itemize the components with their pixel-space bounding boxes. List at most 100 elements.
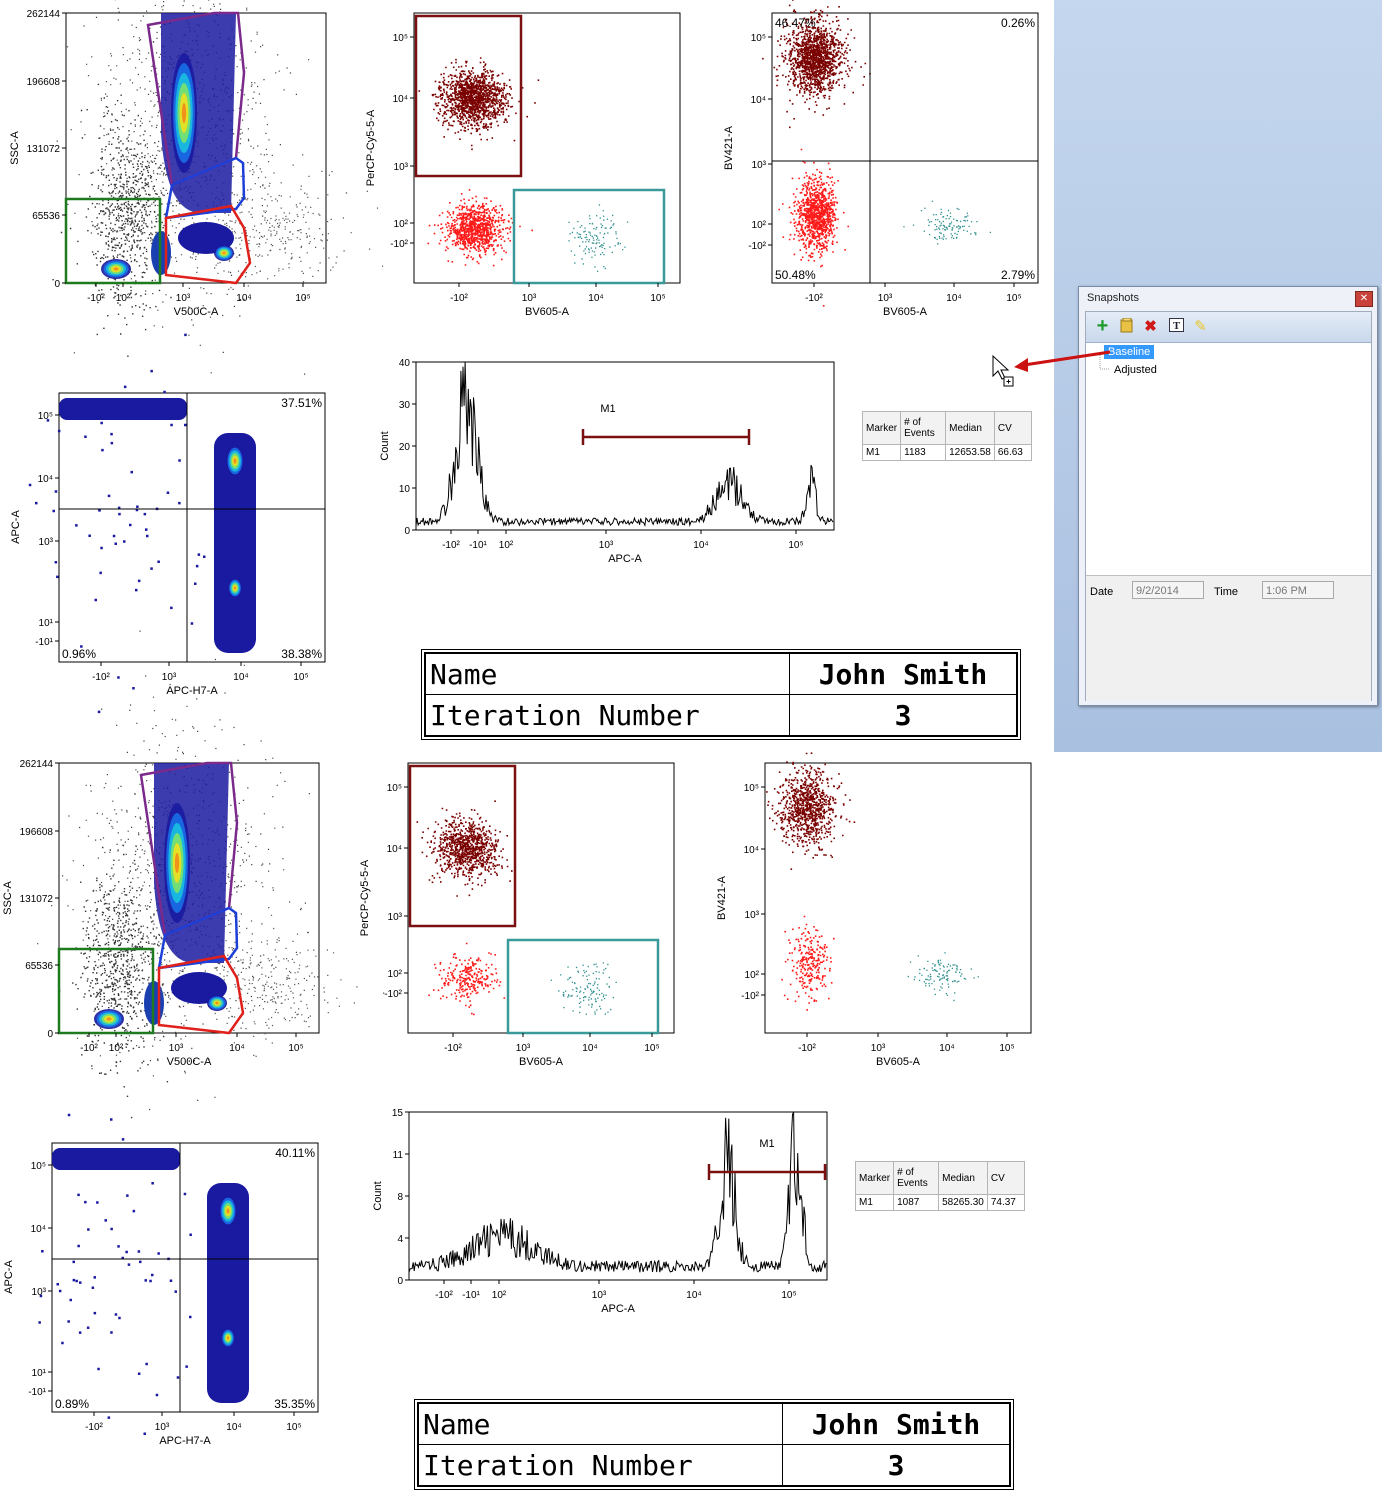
y-tick-label: 10¹ xyxy=(39,618,54,629)
y-tick-label: -10² xyxy=(748,241,766,252)
x-tick-label: 10⁵ xyxy=(644,1043,659,1054)
population xyxy=(214,433,256,653)
time-label: Time xyxy=(1214,586,1239,598)
time-field[interactable]: 1:06 PM xyxy=(1262,581,1334,599)
x-tick-label: -10² xyxy=(798,1043,816,1054)
gate-red xyxy=(164,204,252,285)
quadrant-lr: 35.35% xyxy=(274,1397,315,1411)
data-points xyxy=(766,752,856,870)
x-tick-label: -10² xyxy=(80,1043,98,1054)
stat-header: CV xyxy=(986,1161,1025,1195)
add-icon[interactable]: + xyxy=(1096,315,1109,337)
y-axis-label: SSC-A xyxy=(9,131,21,165)
iteration-label: Iteration Number xyxy=(417,1444,783,1487)
y-tick-label: 10² xyxy=(745,970,760,981)
snapshot-item-adjusted[interactable]: Adjusted xyxy=(1114,364,1157,376)
x-tick-label: 10⁵ xyxy=(1006,293,1021,304)
rename-icon[interactable]: T xyxy=(1168,318,1185,335)
x-tick-label: 10³ xyxy=(522,293,537,304)
quadrant-ll: 0.89% xyxy=(55,1397,89,1411)
x-tick-label: 10⁴ xyxy=(582,1043,597,1054)
y-tick-label: 20 xyxy=(399,442,411,453)
data-points xyxy=(550,962,617,1015)
scatter-points xyxy=(52,0,384,375)
y-tick-label: 40 xyxy=(399,358,411,369)
x-tick-label: -10² xyxy=(85,1422,103,1433)
delete-icon[interactable]: ✖ xyxy=(1144,318,1157,335)
stat-header: Marker xyxy=(861,411,902,445)
x-tick-label: 10⁵ xyxy=(293,672,308,683)
snapshot-details: Date 9/2/2014 Time 1:06 PM xyxy=(1086,575,1371,701)
folder-icon[interactable] xyxy=(1118,317,1135,335)
x-tick-label: 10⁴ xyxy=(233,672,248,683)
y-tick-label: 0 xyxy=(404,526,410,537)
snapshot-tree: Baseline Adjusted xyxy=(1086,343,1371,575)
scatter-points xyxy=(416,800,617,1016)
y-tick-label: 10⁴ xyxy=(387,844,402,855)
stat-cell: 1087 xyxy=(893,1194,940,1211)
close-icon[interactable]: ✕ xyxy=(1355,291,1373,307)
x-tick-label: 10⁴ xyxy=(226,1422,241,1433)
iteration-value: 3 xyxy=(782,1444,1011,1487)
name-value: John Smith xyxy=(782,1402,1011,1445)
y-tick-label: 10⁵ xyxy=(744,783,759,794)
data-points xyxy=(416,800,516,897)
panel1-apc-scatter: 37.51% 0.96% 38.38% 10⁵ 10⁴ 10³ 10¹ -10¹ -10² 10³… xyxy=(10,333,326,714)
date-field[interactable]: 9/2/2014 xyxy=(1132,581,1204,599)
x-tick-label: 10³ xyxy=(592,1290,607,1301)
stat-cell: M1 xyxy=(854,1194,895,1211)
y-tick-label: 65536 xyxy=(32,211,60,222)
panel1-info-table: Name John Smith Iteration Number 3 xyxy=(421,649,1021,740)
x-tick-label: 10³ xyxy=(871,1043,886,1054)
stat-cell: 58265.30 xyxy=(938,1194,988,1211)
quadrant-ur: 40.11% xyxy=(275,1146,315,1160)
quadrant-lr: 38.38% xyxy=(281,647,322,661)
y-tick-label: 10 xyxy=(399,484,411,495)
x-tick-label: 10² xyxy=(109,1043,124,1054)
x-tick-label: -10¹ xyxy=(469,540,487,551)
tree-lines xyxy=(1099,355,1110,370)
y-axis-label: PerCP-Cy5-5-A xyxy=(365,109,377,186)
data-points xyxy=(778,148,849,307)
y-axis-label: BV421-A xyxy=(716,875,728,920)
y-tick-label: -10² xyxy=(741,991,759,1002)
pencil-icon[interactable]: ✎ xyxy=(1194,318,1207,335)
y-tick-label: 4 xyxy=(397,1234,403,1245)
y-tick-label: 10⁴ xyxy=(38,474,53,485)
y-tick-label: 8 xyxy=(397,1192,403,1203)
y-axis-label: Count xyxy=(372,1181,384,1210)
snapshots-window[interactable]: Snapshots ✕ + ✖ T ✎ Baseline Adjusted Da… xyxy=(1078,286,1378,706)
name-label: Name xyxy=(417,1402,783,1445)
data-points xyxy=(415,57,540,151)
stat-header: Median xyxy=(938,1161,988,1195)
x-tick-label: 10³ xyxy=(169,1043,184,1054)
y-tick-label: 196608 xyxy=(27,77,61,88)
density-contour xyxy=(233,458,237,464)
x-axis-label: V500C-A xyxy=(167,1056,212,1068)
y-tick-label: 65536 xyxy=(25,961,53,972)
gate-green xyxy=(64,197,162,285)
density-contour xyxy=(222,251,226,255)
quadrant-ll: 50.48% xyxy=(775,268,816,282)
y-tick-label: 131072 xyxy=(20,894,54,905)
histogram-line xyxy=(415,361,834,528)
x-tick-label: 10³ xyxy=(155,1422,170,1433)
x-tick-label: 10⁴ xyxy=(236,293,251,304)
gate-darkred xyxy=(408,764,517,928)
marker-m1-label: M1 xyxy=(600,403,615,415)
date-label: Date xyxy=(1090,586,1114,598)
stat-cell: 74.37 xyxy=(986,1194,1025,1211)
stat-cell: 1183 xyxy=(900,444,947,461)
cursor-icon xyxy=(992,354,1010,380)
y-tick-label: 10⁵ xyxy=(38,411,53,422)
y-tick-label: 10⁵ xyxy=(393,33,408,44)
y-tick-label: 15 xyxy=(392,1108,404,1119)
x-axis-label: BV605-A xyxy=(876,1056,921,1068)
gate-darkred xyxy=(414,14,523,178)
data-points xyxy=(427,189,533,267)
histogram-line xyxy=(408,1111,827,1273)
population xyxy=(52,1148,180,1170)
x-tick-label: -10² xyxy=(442,540,460,551)
snapshot-item-baseline[interactable]: Baseline xyxy=(1104,345,1155,359)
density-contour xyxy=(181,103,187,123)
